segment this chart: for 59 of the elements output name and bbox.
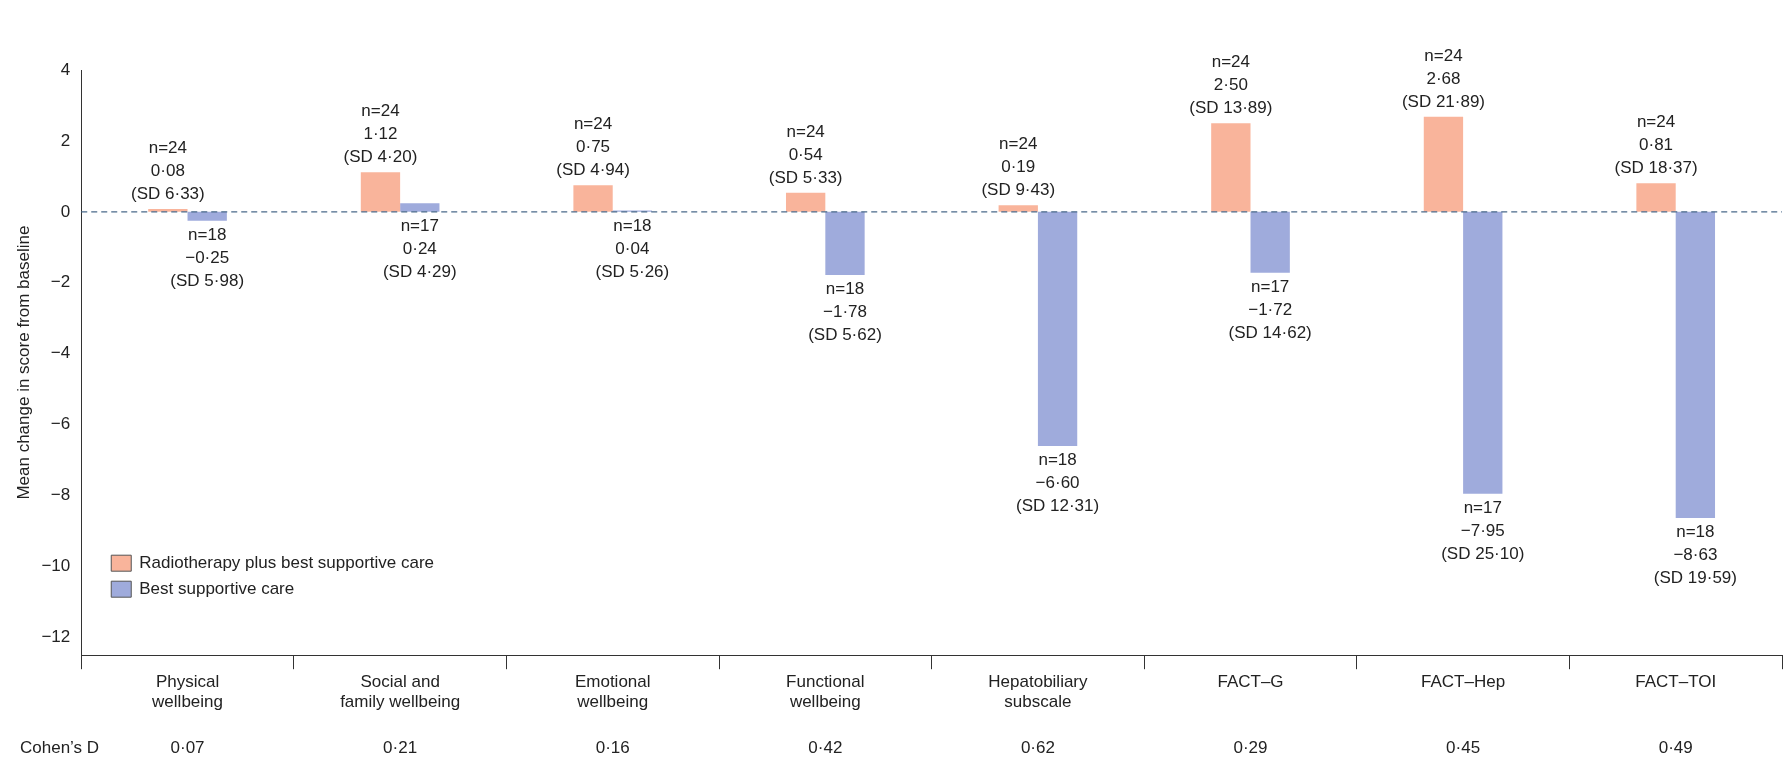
y-tick-label: 2: [60, 130, 71, 150]
y-tick-label: −8: [50, 485, 71, 505]
text: 0·49: [1658, 737, 1693, 757]
text: 0·07: [170, 737, 205, 757]
text: Cohen’s D: [20, 737, 100, 757]
text: 0·42: [808, 737, 843, 757]
x-tick-label: Functional wellbeing: [786, 672, 865, 712]
y-tick-label: 0: [60, 201, 71, 221]
legend-label: Best supportive care: [139, 578, 295, 598]
data-label: n=18 0·04 (SD 5·26): [595, 216, 670, 282]
bar: [998, 205, 1038, 212]
data-label: n=24 0·75 (SD 4·94): [556, 114, 630, 180]
y-tick-label: −4: [50, 343, 71, 363]
x-tick-label: Social and family wellbeing: [340, 672, 461, 712]
bar: [1211, 123, 1251, 212]
y-tick-label: −12: [41, 627, 71, 647]
legend-label: Radiotherapy plus best supportive care: [139, 552, 435, 572]
data-label: n=17 −7·95 (SD 25·10): [1441, 498, 1525, 564]
bar: [1250, 211, 1290, 273]
y-tick-label: −6: [50, 414, 71, 434]
y-tick-label: 4: [60, 59, 71, 79]
bar: [785, 192, 826, 212]
x-tick-label: FACT–G: [1217, 672, 1284, 692]
data-label: n=24 0·19 (SD 9·43): [981, 134, 1056, 200]
data-label: n=24 0·81 (SD 18·37): [1614, 112, 1698, 178]
data-label: n=24 2·68 (SD 21·89): [1401, 46, 1486, 111]
y-tick-label: −2: [50, 272, 71, 292]
x-tick-label: FACT–TOI: [1635, 672, 1717, 692]
text: 0·62: [1020, 737, 1055, 757]
data-label: n=24 0·54 (SD 5·33): [768, 121, 843, 187]
bar: [825, 211, 865, 275]
text: 0·21: [383, 737, 418, 757]
data-label: n=24 1·12 (SD 4·20): [343, 101, 418, 167]
x-tick-label: FACT–Hep: [1421, 672, 1506, 692]
bar: [1037, 211, 1078, 446]
data-label: n=17 −1·72 (SD 14·62): [1228, 277, 1312, 343]
x-tick-label: Emotional wellbeing: [574, 672, 651, 712]
data-label: n=24 2·50 (SD 13·89): [1189, 52, 1273, 118]
bar: [1463, 211, 1503, 494]
text: 0·29: [1233, 737, 1268, 757]
text: 0·16: [595, 737, 630, 757]
bar: [400, 203, 440, 212]
x-tick-label: Hepatobiliary subscale: [988, 672, 1089, 712]
data-label: n=18 −6·60 (SD 12·31): [1016, 450, 1100, 516]
y-tick-label: −10: [41, 556, 71, 576]
bar: [1636, 183, 1676, 212]
data-label: n=17 0·24 (SD 4·29): [382, 216, 457, 282]
bar: [360, 172, 401, 212]
bar: [1675, 211, 1716, 518]
data-label: n=24 0·08 (SD 6·33): [131, 138, 205, 204]
x-tick-label: Physical wellbeing: [151, 672, 223, 712]
data-label: n=18 −1·78 (SD 5·62): [808, 279, 882, 345]
data-label: n=18 −0·25 (SD 5·98): [170, 224, 245, 290]
bar: [1423, 116, 1464, 212]
data-label: n=18 −8·63 (SD 19·59): [1653, 522, 1737, 588]
bar: [187, 211, 227, 221]
text: 0·45: [1446, 737, 1481, 757]
y-axis-title: Mean change in score from baseline: [13, 225, 33, 500]
bar: [573, 185, 613, 212]
